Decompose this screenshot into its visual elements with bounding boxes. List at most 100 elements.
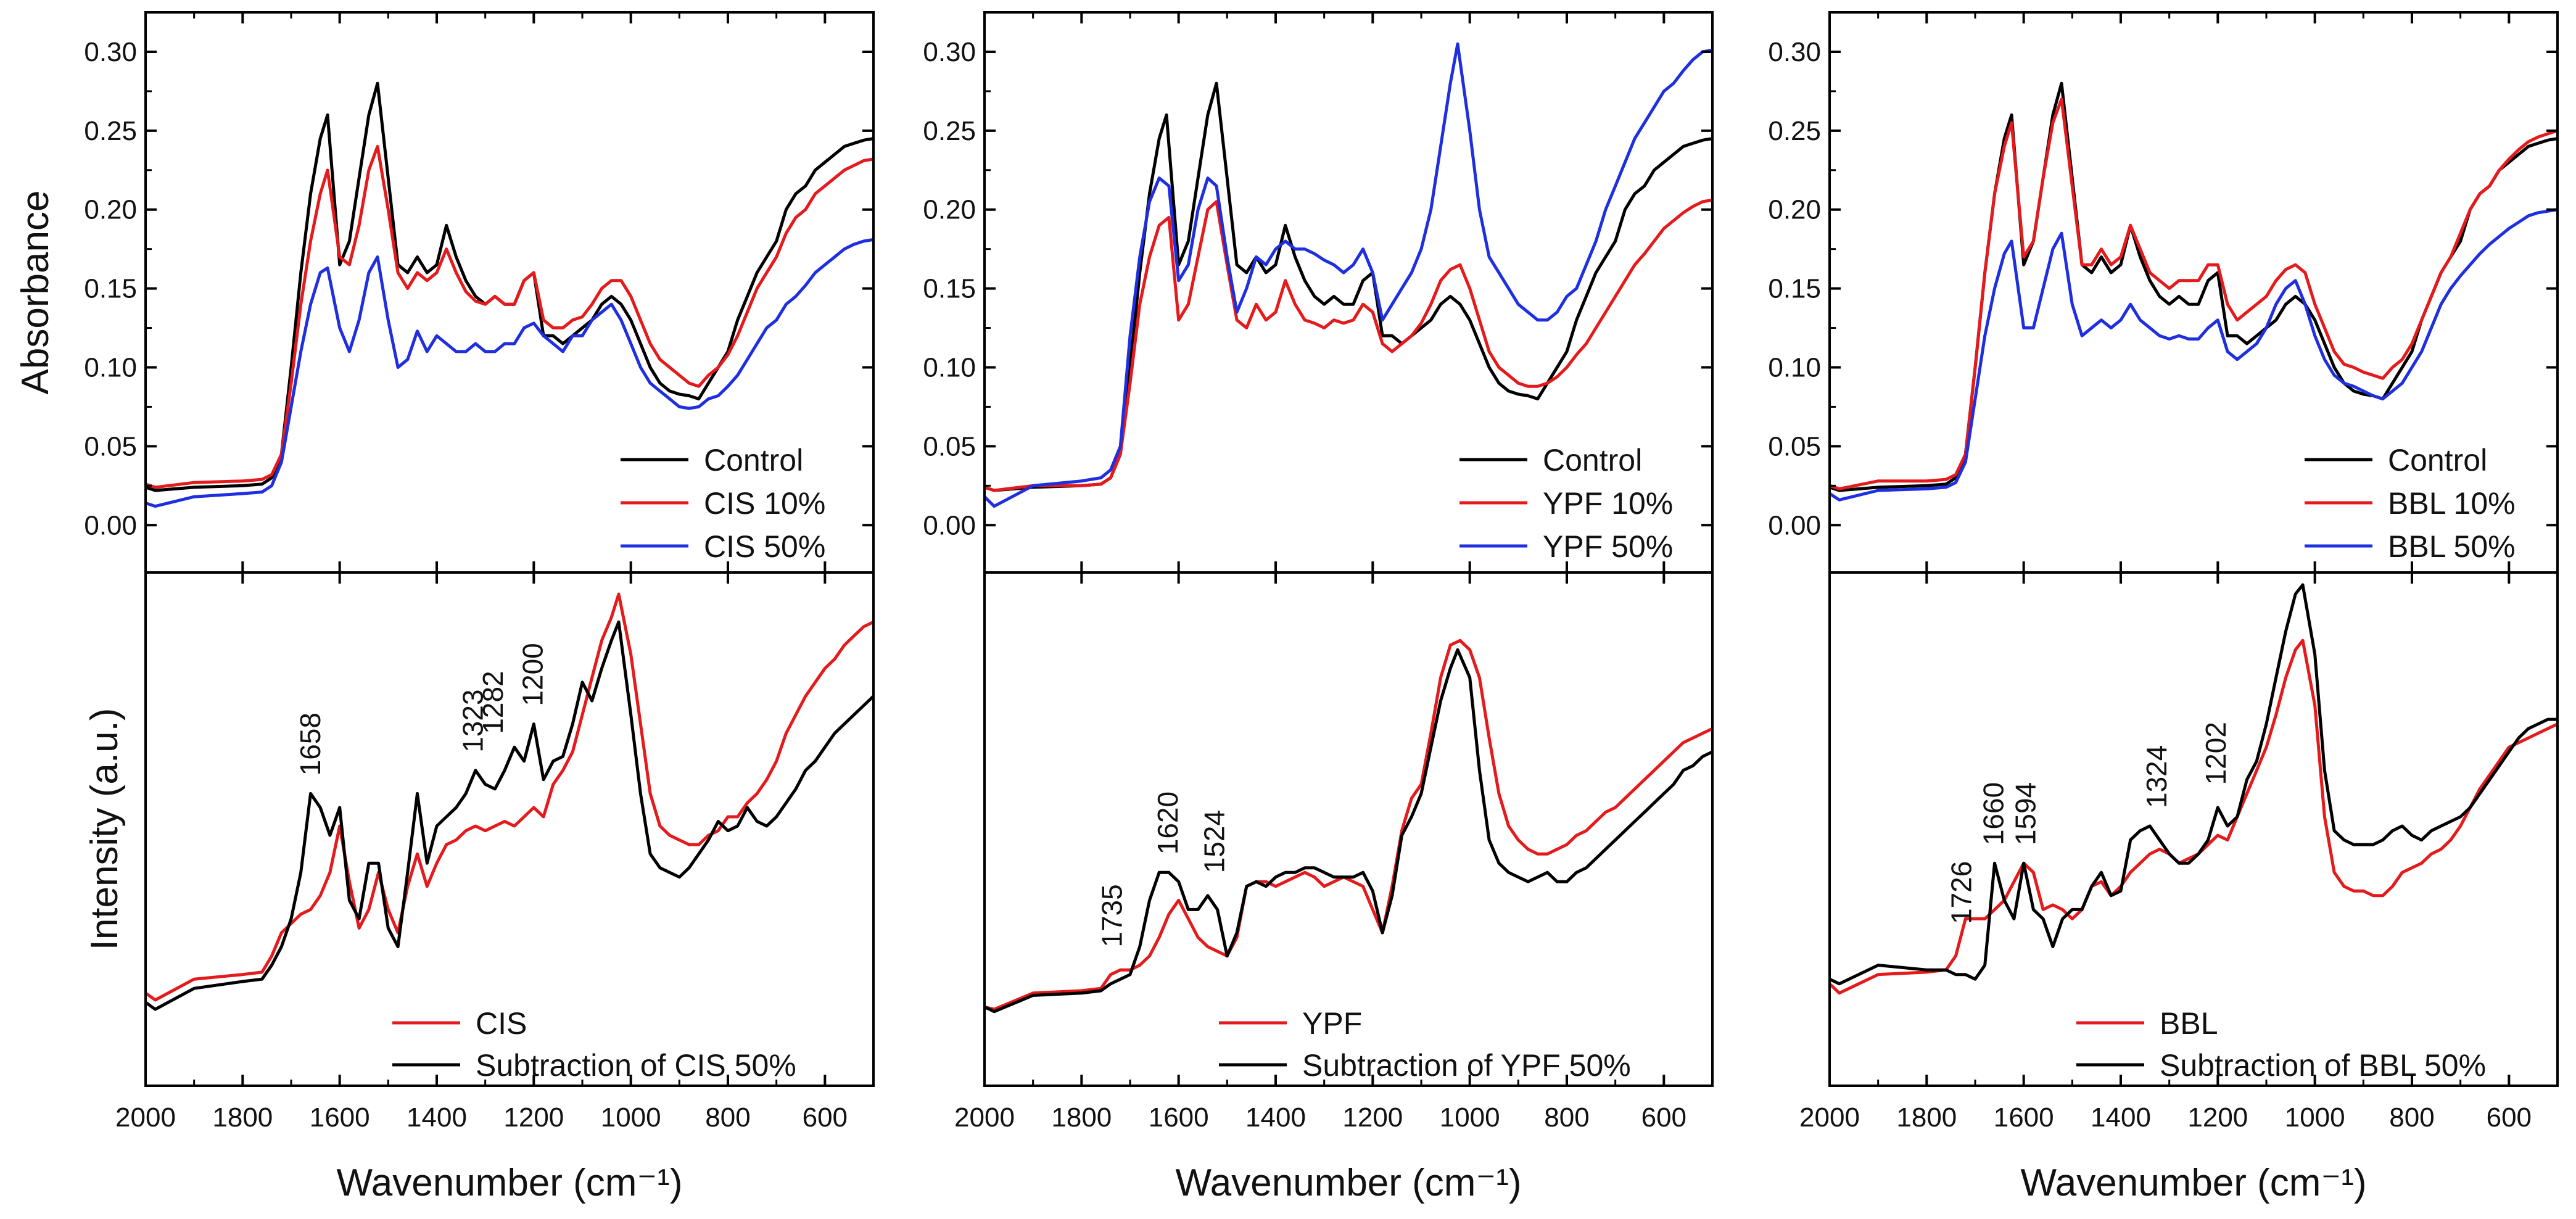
x-tick-label: 1800 <box>212 1102 273 1133</box>
bottom-frame <box>144 571 875 1087</box>
peak-label: 1735 <box>1096 884 1128 947</box>
bottom-subplot-ypf: 1735 1620 1524 YPF Subtraction of YPF 50% <box>985 638 1712 1083</box>
bottom-series-group <box>1830 583 2557 995</box>
y-axis-label-top: Absorbance <box>14 191 57 395</box>
x-axis-label: Wavenumber (cm⁻¹) <box>337 1162 683 1204</box>
x-tick-label: 1400 <box>1245 1102 1306 1133</box>
y-tick-label: 0.15 <box>923 274 976 304</box>
x-tick-label: 1000 <box>1440 1102 1500 1133</box>
legend-label: Subtraction of CIS 50% <box>476 1048 796 1083</box>
y-axis-label-bottom: Intensity (a.u.) <box>83 708 126 951</box>
series-line-cis-50- <box>146 238 873 508</box>
x-tick-label: 800 <box>1544 1102 1589 1133</box>
y-tick-label: 0.30 <box>1768 37 1821 67</box>
y-tick-label: 0.30 <box>923 37 976 67</box>
x-tick-label: 1000 <box>601 1102 661 1133</box>
peak-label: 1323 <box>457 689 489 752</box>
x-tick-label: 1400 <box>407 1102 467 1133</box>
panel-ypf: 0.00 0.05 0.10 0.15 0.20 0.25 0.30 Control YPF 1… <box>923 11 1714 1204</box>
top-subplot-cis: 0.00 0.05 0.10 0.15 0.20 0.25 0.30 Control CIS 1… <box>84 37 873 564</box>
x-tick-label: 1400 <box>2091 1102 2151 1133</box>
legend-label: YPF 50% <box>1543 529 1673 564</box>
y-tick-label: 0.05 <box>1768 431 1821 461</box>
x-tick-label: 1800 <box>1051 1102 1112 1133</box>
bottom-series-group <box>985 638 1712 1014</box>
y-tick-label: 0.05 <box>84 431 137 461</box>
y-tick-label: 0.10 <box>1768 352 1821 382</box>
peak-label: 1620 <box>1152 791 1184 854</box>
y-tick-label: 0.00 <box>1768 510 1821 540</box>
y-tick-label: 0.25 <box>1768 116 1821 146</box>
x-tick-label: 600 <box>803 1102 848 1133</box>
y-tick-label: 0.05 <box>923 431 976 461</box>
y-tick-label: 0.30 <box>84 37 137 67</box>
series-line-subtraction-of-ypf-50- <box>985 648 1712 1014</box>
x-tick-label: 800 <box>2389 1102 2434 1133</box>
x-axis-label: Wavenumber (cm⁻¹) <box>2021 1162 2367 1204</box>
series-line-bbl <box>1830 638 2557 995</box>
peak-label: 1200 <box>516 643 548 706</box>
y-tick-label: 0.15 <box>1768 274 1821 304</box>
legend-label: Subtraction of BBL 50% <box>2160 1048 2486 1083</box>
series-line-subtraction-of-bbl-50- <box>1830 583 2557 986</box>
x-tick-label: 2000 <box>954 1102 1015 1133</box>
peak-label: 1324 <box>2140 745 2173 808</box>
peak-label: 1726 <box>1946 861 1978 924</box>
x-tick-label: 1800 <box>1896 1102 1957 1133</box>
series-line-control <box>985 81 1712 492</box>
top-series-group <box>985 42 1712 508</box>
legend-label: BBL 10% <box>2388 486 2516 521</box>
legend-label: Control <box>2388 443 2487 477</box>
series-line-cis-10- <box>146 144 873 489</box>
y-tick-label: 0.20 <box>84 195 137 225</box>
y-tick-label: 0.20 <box>923 195 976 225</box>
legend-label: CIS 10% <box>704 486 825 521</box>
series-line-cis <box>146 592 873 1002</box>
x-tick-label: 1200 <box>503 1102 564 1133</box>
series-line-bbl-50- <box>1830 208 2557 502</box>
legend-label: CIS 50% <box>704 529 825 564</box>
y-tick-label: 0.00 <box>923 510 976 540</box>
panel-bbl: 0.00 0.05 0.10 0.15 0.20 0.25 0.30 Control BBL 1… <box>1768 11 2559 1204</box>
top-series-group <box>1830 81 2557 502</box>
y-tick-label: 0.25 <box>84 116 137 146</box>
series-line-ypf <box>985 638 1712 1011</box>
y-tick-label: 0.15 <box>84 274 137 304</box>
bottom-frame <box>983 571 1714 1087</box>
x-tick-label: 1200 <box>2187 1102 2248 1133</box>
x-tick-label: 600 <box>1641 1102 1686 1133</box>
peak-label: 1594 <box>2009 782 2041 845</box>
x-tick-label: 1600 <box>1994 1102 2054 1133</box>
series-line-control <box>1830 81 2557 492</box>
x-tick-label: 600 <box>2487 1102 2532 1133</box>
x-tick-label: 2000 <box>115 1102 176 1133</box>
bottom-series-group <box>146 592 873 1011</box>
legend-label: BBL 50% <box>2388 529 2516 564</box>
legend-label: BBL <box>2160 1006 2218 1041</box>
x-tick-label: 1600 <box>310 1102 370 1133</box>
x-tick-label: 2000 <box>1799 1102 1860 1133</box>
peak-label: 1658 <box>294 713 326 775</box>
y-tick-label: 0.10 <box>84 352 137 382</box>
series-line-bbl-10- <box>1830 97 2557 490</box>
peak-label: 1660 <box>1977 782 2009 845</box>
top-subplot-bbl: 0.00 0.05 0.10 0.15 0.20 0.25 0.30 Control BBL 1… <box>1768 37 2557 564</box>
x-tick-label: 800 <box>705 1102 750 1133</box>
legend-label: CIS <box>476 1006 527 1041</box>
bottom-frame <box>1828 571 2559 1087</box>
top-series-group <box>146 81 873 508</box>
series-line-subtraction-of-cis-50- <box>146 620 873 1011</box>
x-tick-label: 1000 <box>2285 1102 2345 1133</box>
y-tick-label: 0.10 <box>923 352 976 382</box>
legend-label: YPF 10% <box>1543 486 1673 521</box>
series-line-control <box>146 81 873 492</box>
series-line-ypf-50- <box>985 42 1712 508</box>
y-tick-label: 0.25 <box>923 116 976 146</box>
bottom-subplot-bbl: 1726 1660 1594 1324 1202 BBL Subtraction of BB… <box>1830 583 2557 1083</box>
peak-label: 1282 <box>477 671 509 733</box>
legend-label: Control <box>1543 443 1642 477</box>
peak-label: 1202 <box>2200 722 2232 785</box>
top-subplot-ypf: 0.00 0.05 0.10 0.15 0.20 0.25 0.30 Control YPF 1… <box>923 37 1712 564</box>
